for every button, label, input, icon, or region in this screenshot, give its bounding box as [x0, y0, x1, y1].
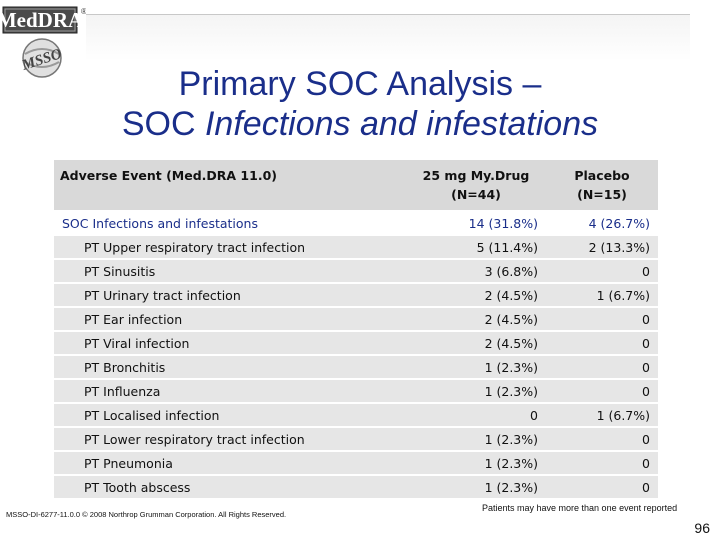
logo-brand-text: MedDRA [2, 8, 84, 32]
header-drug-line1: 25 mg My.Drug [422, 168, 530, 183]
row-placebo-value: 4 (26.7%) [546, 210, 658, 235]
table-row: SOC Infections and infestations 14 (31.8… [54, 210, 658, 235]
title-line-2-italic: Infections and infestations [204, 105, 599, 143]
row-placebo-value: 0 [546, 450, 658, 475]
footnote: Patients may have more than one event re… [482, 503, 678, 513]
row-label: SOC Infections and infestations [54, 210, 406, 235]
row-placebo-value: 0 [546, 378, 658, 403]
row-label: PT Lower respiratory tract infection [54, 426, 406, 451]
table-header-row: Adverse Event (Med.DRA 11.0) 25 mg My.Dr… [54, 160, 658, 212]
table-row: PT Sinusitis 3 (6.8%) 0 [54, 258, 658, 283]
table-row: PT Tooth abscess 1 (2.3%) 0 [54, 474, 658, 498]
registered-mark: ® [81, 7, 86, 16]
title-line-1: Primary SOC Analysis – [178, 65, 542, 103]
table-row: PT Localised infection 0 1 (6.7%) [54, 402, 658, 427]
copyright-notice: MSSO-DI-6277-11.0.0 © 2008 Northrop Grum… [6, 510, 287, 519]
table-row: PT Viral infection 2 (4.5%) 0 [54, 330, 658, 355]
row-label: PT Viral infection [54, 330, 406, 355]
row-drug-value: 1 (2.3%) [406, 378, 546, 403]
row-drug-value: 1 (2.3%) [406, 426, 546, 451]
table-row: PT Influenza 1 (2.3%) 0 [54, 378, 658, 403]
row-drug-value: 2 (4.5%) [406, 282, 546, 307]
row-drug-value: 1 (2.3%) [406, 474, 546, 498]
meddra-logo: MedDRA ® MSSO [0, 4, 87, 80]
table-row: PT Lower respiratory tract infection 1 (… [54, 426, 658, 451]
table-row: PT Ear infection 2 (4.5%) 0 [54, 306, 658, 331]
row-drug-value: 0 [406, 402, 546, 427]
table-row: PT Pneumonia 1 (2.3%) 0 [54, 450, 658, 475]
row-drug-value: 1 (2.3%) [406, 354, 546, 379]
row-placebo-value: 1 (6.7%) [546, 282, 658, 307]
table-row: PT Urinary tract infection 2 (4.5%) 1 (6… [54, 282, 658, 307]
row-placebo-value: 0 [546, 306, 658, 331]
row-drug-value: 2 (4.5%) [406, 306, 546, 331]
row-label: PT Sinusitis [54, 258, 406, 283]
header-band [86, 14, 690, 61]
title-line-2-prefix: SOC [121, 105, 205, 143]
page-number: 96 [694, 520, 710, 536]
row-label: PT Bronchitis [54, 354, 406, 379]
adverse-event-table: Adverse Event (Med.DRA 11.0) 25 mg My.Dr… [54, 160, 658, 498]
row-drug-value: 14 (31.8%) [406, 210, 546, 235]
row-drug-value: 5 (11.4%) [406, 234, 546, 259]
header-drug-line2: (N=44) [451, 187, 501, 202]
row-label: PT Influenza [54, 378, 406, 403]
row-label: PT Urinary tract infection [54, 282, 406, 307]
header-placebo-line1: Placebo [574, 168, 630, 183]
header-adverse-event: Adverse Event (Med.DRA 11.0) [54, 160, 406, 212]
row-label: PT Pneumonia [54, 450, 406, 475]
row-label: PT Tooth abscess [54, 474, 406, 498]
row-placebo-value: 0 [546, 426, 658, 451]
row-drug-value: 1 (2.3%) [406, 450, 546, 475]
header-placebo-line2: (N=15) [577, 187, 627, 202]
title-line-2: SOC Infections and infestations [0, 104, 720, 144]
slide-title: Primary SOC Analysis – SOC Infections an… [0, 64, 720, 144]
row-placebo-value: 2 (13.3%) [546, 234, 658, 259]
row-drug-value: 3 (6.8%) [406, 258, 546, 283]
row-label: PT Upper respiratory tract infection [54, 234, 406, 259]
row-label: PT Ear infection [54, 306, 406, 331]
table-row: PT Upper respiratory tract infection 5 (… [54, 234, 658, 259]
header-placebo: Placebo (N=15) [546, 160, 658, 212]
row-placebo-value: 0 [546, 474, 658, 498]
table-row: PT Bronchitis 1 (2.3%) 0 [54, 354, 658, 379]
row-placebo-value: 0 [546, 354, 658, 379]
row-label: PT Localised infection [54, 402, 406, 427]
row-placebo-value: 0 [546, 330, 658, 355]
row-placebo-value: 0 [546, 258, 658, 283]
header-drug: 25 mg My.Drug (N=44) [406, 160, 546, 212]
row-drug-value: 2 (4.5%) [406, 330, 546, 355]
row-placebo-value: 1 (6.7%) [546, 402, 658, 427]
